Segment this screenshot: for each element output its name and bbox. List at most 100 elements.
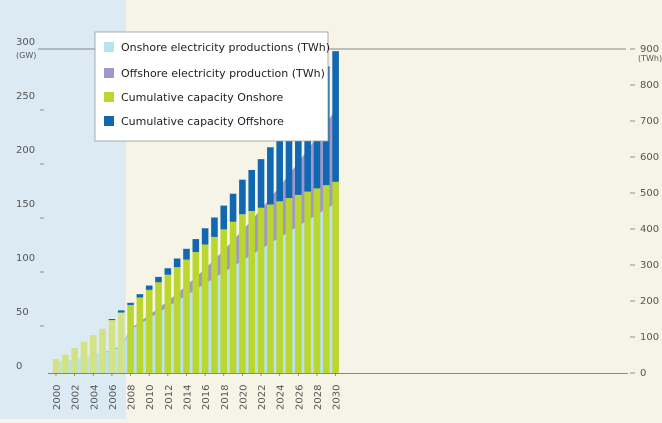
bar-onshore-capacity-2006	[108, 320, 116, 373]
bar-offshore-capacity-2015	[192, 239, 200, 253]
bar-offshore-capacity-2025	[285, 123, 293, 199]
right-tick-label-500: 500	[640, 188, 659, 199]
bar-onshore-capacity-2009	[136, 297, 144, 373]
bar-offshore-capacity-2010	[145, 285, 153, 290]
legend-label-onshore-production: Onshore electricity productions (TWh)	[121, 41, 330, 54]
bar-onshore-capacity-2020	[239, 214, 246, 373]
bar-offshore-capacity-2009	[136, 294, 144, 298]
bar-offshore-capacity-2008	[127, 302, 134, 305]
x-tick-label-2000: 2000	[52, 385, 63, 410]
x-tick-label-2022: 2022	[257, 385, 268, 410]
x-tick-label-2018: 2018	[220, 385, 231, 410]
bar-offshore-capacity-2024	[276, 135, 283, 202]
bar-offshore-capacity-2016	[201, 228, 209, 245]
bar-onshore-capacity-2003	[80, 341, 88, 373]
left-tick-label-300: 300	[16, 37, 35, 48]
bar-onshore-capacity-2004	[89, 335, 97, 373]
bar-onshore-capacity-2025	[285, 198, 293, 373]
bar-offshore-capacity-2006	[108, 319, 116, 321]
bar-offshore-capacity-2007	[117, 310, 125, 313]
bar-onshore-capacity-2029	[322, 185, 330, 373]
bar-onshore-capacity-2021	[248, 211, 256, 373]
right-tick-label-0: 0	[640, 368, 646, 379]
bar-offshore-capacity-2030	[332, 51, 339, 182]
x-tick-label-2020: 2020	[238, 385, 249, 410]
x-tick-label-2002: 2002	[71, 385, 82, 410]
x-tick-label-2012: 2012	[164, 385, 175, 410]
left-tick-label-100: 100	[16, 253, 35, 264]
bar-onshore-capacity-2010	[145, 289, 153, 373]
bar-onshore-capacity-2018	[220, 229, 228, 373]
x-tick-label-2010: 2010	[145, 385, 156, 410]
x-tick-label-2008: 2008	[127, 385, 138, 410]
x-tick-label-2016: 2016	[201, 385, 212, 410]
bar-offshore-capacity-2020	[239, 179, 246, 215]
x-tick-label-2024: 2024	[276, 385, 287, 410]
bar-onshore-capacity-2023	[267, 204, 274, 373]
bar-offshore-capacity-2021	[248, 169, 256, 211]
x-tick-label-2006: 2006	[108, 385, 119, 410]
bar-onshore-capacity-2015	[192, 252, 200, 373]
bar-offshore-capacity-2019	[229, 193, 237, 222]
axes-group: 0 50 100 150 200 250 300 (GW) 0 100 200 300 400 500 60…	[16, 37, 662, 410]
bar-onshore-capacity-2013	[173, 267, 181, 373]
bar-onshore-capacity-2017	[211, 236, 218, 373]
area-onshore-production	[56, 203, 336, 373]
left-tick-label-200: 200	[16, 145, 35, 156]
x-tick-label-2004: 2004	[89, 385, 100, 410]
x-tick-label-2030: 2030	[332, 385, 343, 410]
bar-offshore-capacity-2023	[267, 147, 274, 205]
x-tick-label-2014: 2014	[182, 385, 193, 410]
left-tick-label-250: 250	[16, 91, 35, 102]
bar-onshore-capacity-2000	[52, 358, 60, 373]
bar-onshore-capacity-2028	[313, 188, 321, 373]
bar-onshore-capacity-2001	[62, 354, 69, 373]
bar-onshore-capacity-2030	[332, 181, 339, 373]
bar-offshore-capacity-2014	[183, 248, 190, 260]
legend-label-onshore-capacity: Cumulative capacity Onshore	[121, 91, 284, 104]
legend-swatch-onshore-production	[104, 42, 114, 52]
bar-onshore-capacity-2011	[155, 282, 162, 373]
bar-onshore-capacity-2016	[201, 244, 209, 373]
bar-onshore-capacity-2007	[117, 312, 125, 373]
bar-onshore-capacity-2026	[295, 194, 302, 373]
bar-onshore-capacity-2002	[71, 348, 78, 373]
right-tick-label-400: 400	[640, 224, 659, 235]
legend-label-offshore-production: Offshore electricity production (TWh)	[121, 67, 325, 80]
bar-offshore-capacity-2011	[155, 276, 162, 283]
right-axis-unit: (TWh)	[638, 54, 662, 63]
x-tick-label-2026: 2026	[294, 385, 305, 410]
x-tick-label-2028: 2028	[313, 385, 324, 410]
bar-onshore-capacity-2024	[276, 201, 283, 373]
bar-onshore-capacity-2008	[127, 304, 134, 373]
left-axis-unit: (GW)	[16, 51, 36, 60]
bar-offshore-capacity-2017	[211, 217, 218, 237]
legend-swatch-offshore-capacity	[104, 116, 114, 126]
bar-onshore-capacity-2019	[229, 221, 237, 373]
right-tick-label-700: 700	[640, 116, 659, 127]
legend-swatch-onshore-capacity	[104, 92, 114, 102]
left-tick-label-50: 50	[16, 307, 29, 318]
bar-offshore-capacity-2018	[220, 205, 228, 230]
bar-onshore-capacity-2014	[183, 259, 190, 373]
right-tick-label-300: 300	[640, 260, 659, 271]
bar-offshore-capacity-2027	[304, 96, 311, 192]
right-tick-label-100: 100	[640, 332, 659, 343]
bar-offshore-capacity-2013	[173, 258, 181, 268]
right-tick-label-800: 800	[640, 80, 659, 91]
bar-onshore-capacity-2022	[257, 207, 265, 373]
right-tick-label-900: 900	[640, 44, 659, 55]
bar-offshore-capacity-2022	[257, 159, 265, 208]
bar-onshore-capacity-2012	[164, 274, 172, 373]
right-tick-label-600: 600	[640, 152, 659, 163]
left-tick-label-0: 0	[16, 361, 22, 372]
bar-offshore-capacity-2026	[295, 110, 302, 195]
legend-label-offshore-capacity: Cumulative capacity Offshore	[121, 115, 284, 128]
left-tick-label-150: 150	[16, 199, 35, 210]
right-tick-label-200: 200	[640, 296, 659, 307]
legend: Onshore electricity productions (TWh) Of…	[94, 31, 330, 142]
bar-onshore-capacity-2027	[304, 191, 311, 373]
bar-onshore-capacity-2005	[99, 328, 106, 373]
